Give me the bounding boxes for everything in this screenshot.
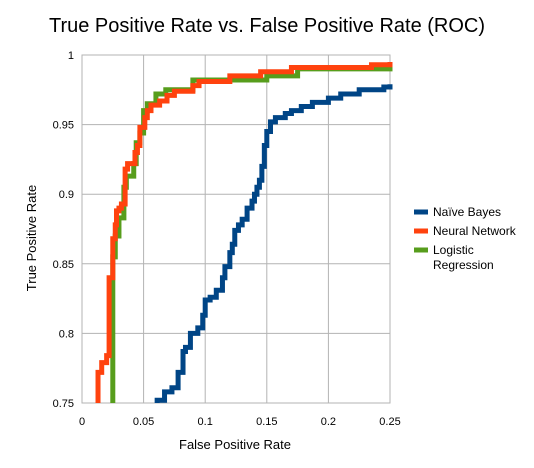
x-axis-label: False Positive Rate: [179, 437, 291, 452]
grid: [81, 54, 391, 404]
y-tick-label: 0.75: [53, 398, 74, 410]
y-axis-label: True Positive Rate: [24, 185, 39, 291]
legend: Naïve Bayes Neural Network Logistic Regress…: [414, 205, 517, 272]
series-line-neural-network: [95, 61, 393, 403]
x-tick-label: 0: [79, 416, 85, 428]
tick-labels: 0 0.05 0.1 0.15 0.2 0.25 0.75 0.8 0.85 0.9 0.95 1: [53, 50, 401, 428]
x-tick-label: 0.2: [321, 416, 336, 428]
y-tick-label: 0.85: [53, 259, 74, 271]
x-tick-label: 0.25: [379, 416, 400, 428]
chart-title: True Positive Rate vs. False Positive Ra…: [49, 15, 485, 37]
series-line-logistic-regression: [110, 64, 393, 403]
y-tick-label: 0.8: [59, 328, 74, 340]
x-tick-label: 0.05: [133, 416, 154, 428]
x-tick-label: 0.15: [256, 416, 277, 428]
series-line-na-ve-bayes: [154, 84, 393, 403]
x-tick-label: 0.1: [198, 416, 213, 428]
y-tick-label: 0.9: [59, 189, 74, 201]
y-tick-label: 1: [68, 50, 74, 62]
series-group: [95, 61, 393, 403]
legend-label-na-ve-bayes: Naïve Bayes: [433, 205, 501, 219]
legend-label-neural-network: Neural Network: [433, 224, 517, 238]
y-tick-label: 0.95: [53, 120, 74, 132]
legend-label-logistic-regression: Logistic Regression: [433, 243, 494, 272]
plot-area-border: [81, 54, 391, 404]
